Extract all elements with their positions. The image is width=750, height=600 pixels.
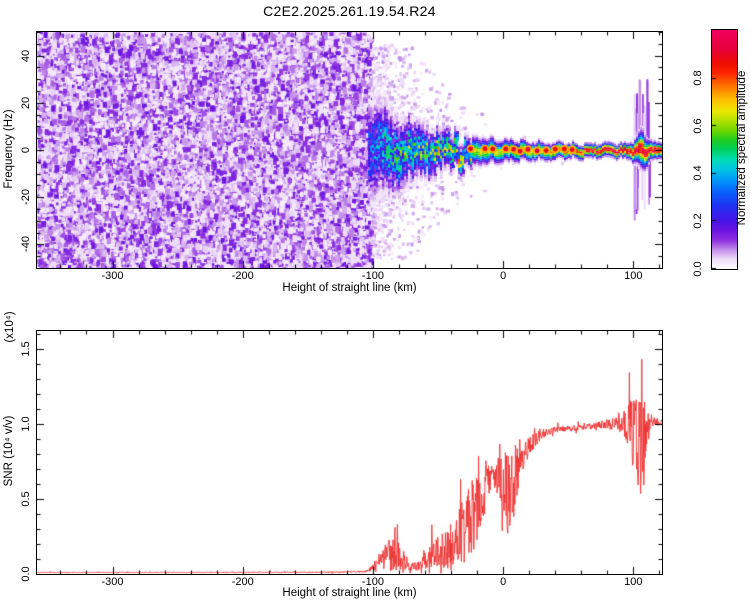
y-tick-label: 1.0 <box>20 416 32 432</box>
x-tick-label: -300 <box>101 270 124 282</box>
snr-axis-multiplier-label: (x10⁴) <box>4 311 16 343</box>
y-tick-label: 0.5 <box>20 491 32 507</box>
frequency-axis-label: Frequency (Hz) <box>3 109 15 189</box>
colorbar-panel <box>711 29 738 270</box>
snr-panel <box>36 330 663 575</box>
colorbar-tick-label: 0.6 <box>692 117 704 134</box>
x-tick-label: -300 <box>101 576 124 588</box>
y-tick-label: -20 <box>20 189 32 206</box>
x-tick-label: 0 <box>500 270 507 282</box>
y-tick-label: 40 <box>20 49 32 62</box>
x-tick-label: -100 <box>361 576 384 588</box>
x-tick-label: -200 <box>231 270 254 282</box>
y-tick-label: 0 <box>20 146 32 154</box>
x-tick-label: 100 <box>624 270 643 282</box>
x-tick-label: -200 <box>231 576 254 588</box>
x-tick-label: 0 <box>500 576 507 588</box>
colorbar-title: Normalized spectral amplitude <box>736 70 748 226</box>
spectrogram-panel <box>36 31 663 269</box>
colorbar-tick-label: 0.2 <box>692 213 704 229</box>
snr-axis-label: SNR (10⁴ v/v) <box>3 415 15 487</box>
colorbar-tick-label: 0.4 <box>692 165 704 182</box>
colorbar-tick-label: 0.0 <box>692 261 704 277</box>
x-tick-label: 100 <box>624 576 643 588</box>
y-tick-label: 1.5 <box>20 341 32 357</box>
chart-title: C2E2.2025.261.19.54.R24 <box>263 3 436 19</box>
x-tick-label: -100 <box>361 270 384 282</box>
spectrogram-heatmap <box>37 32 662 268</box>
snr-line-chart <box>37 331 662 574</box>
snr-x-axis-label: Height of straight line (km) <box>282 587 417 599</box>
y-tick-label: 0.0 <box>20 566 32 582</box>
y-tick-label: -40 <box>20 236 32 253</box>
colorbar-gradient <box>712 30 737 269</box>
colorbar-tick-label: 0.8 <box>692 70 704 86</box>
y-tick-label: 20 <box>20 96 32 109</box>
spectrogram-x-axis-label: Height of straight line (km) <box>282 282 417 294</box>
